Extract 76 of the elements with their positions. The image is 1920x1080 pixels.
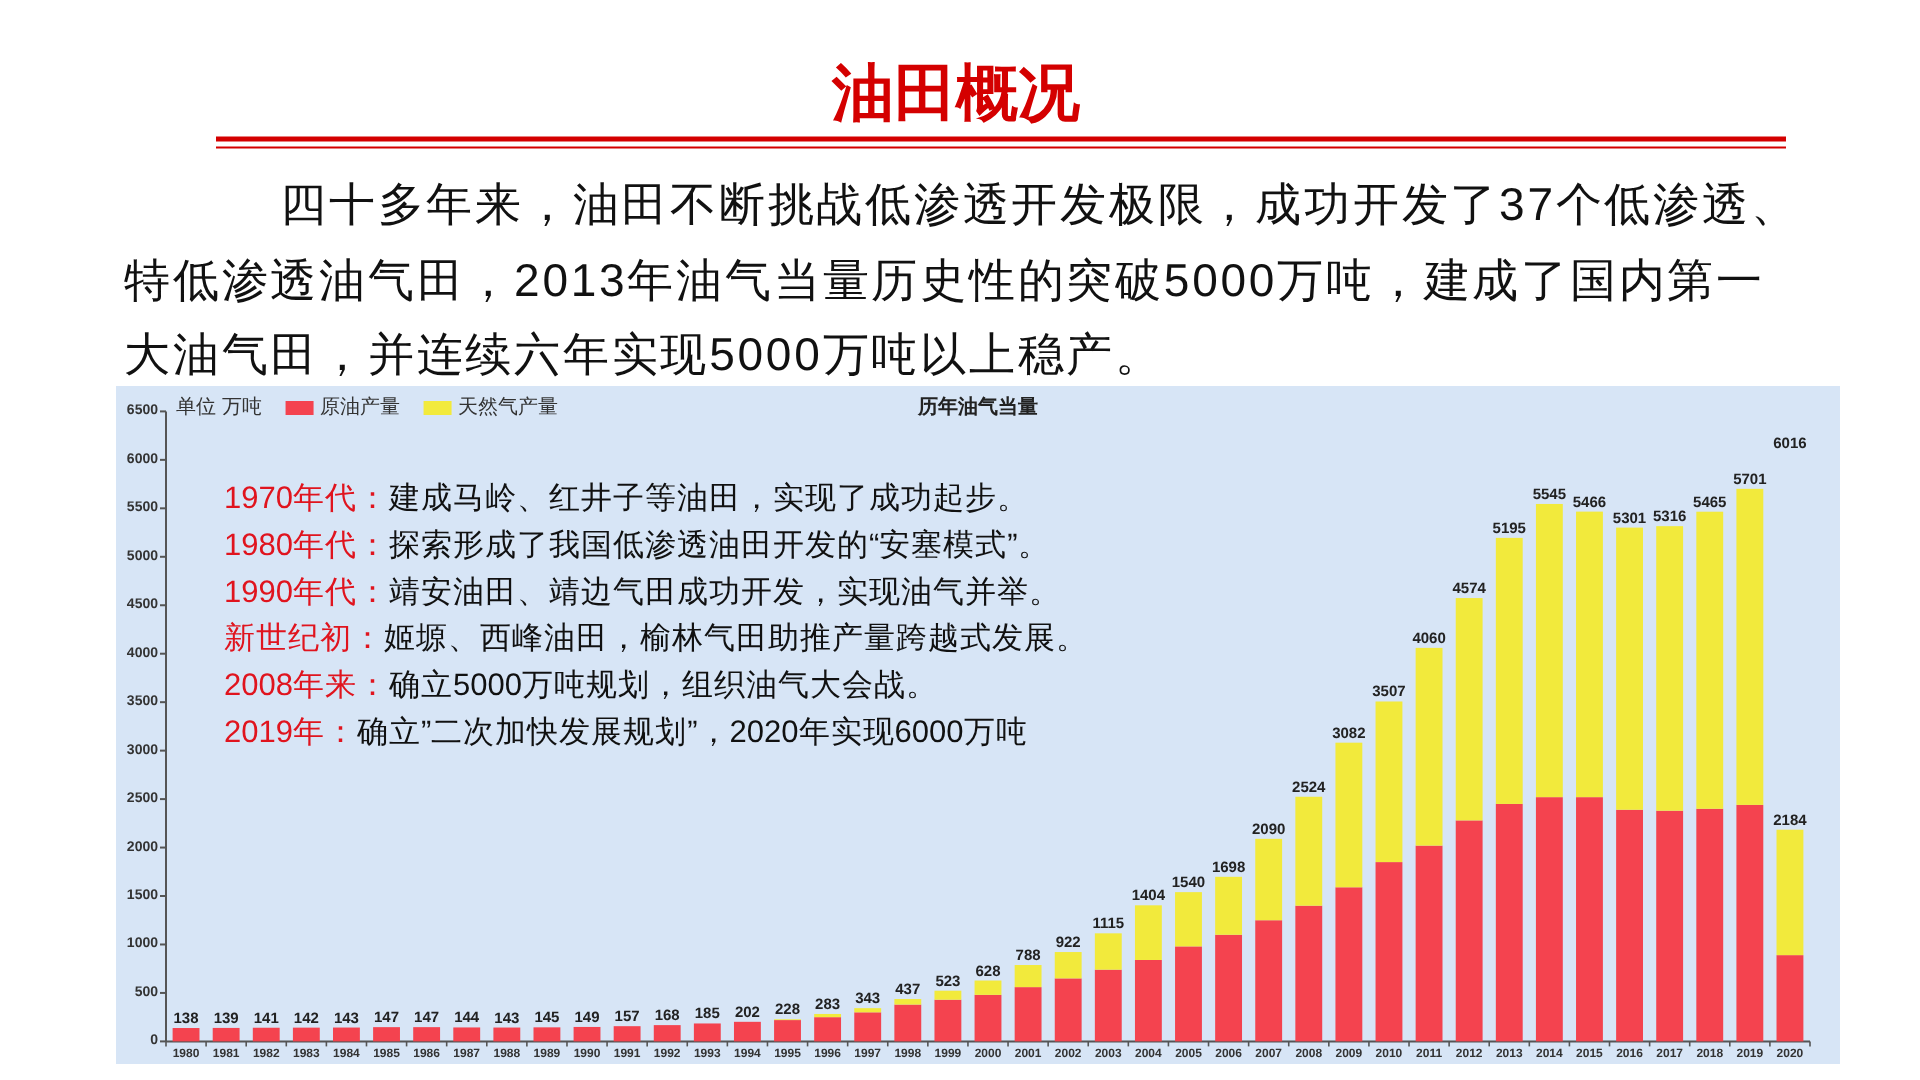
bar — [1054, 952, 1082, 979]
bar — [333, 1027, 360, 1042]
bar — [1335, 887, 1363, 1042]
bar — [493, 1027, 521, 1042]
bar — [1295, 796, 1323, 906]
note: 新世纪初：姬塬、西峰油田，榆林气田助推产量跨越式发展。 — [224, 621, 1088, 656]
legend-label: 天然气产量 — [457, 395, 558, 419]
bar — [172, 1028, 200, 1042]
note: 2019年：确立”二次加快发展规划”，2020年实现6000万吨 — [224, 715, 1028, 749]
ylabel: 单位 万吨 — [176, 397, 262, 419]
bar — [1054, 978, 1082, 1042]
bar — [653, 1025, 681, 1042]
bar — [1375, 862, 1403, 1042]
bar — [693, 1023, 721, 1042]
bar — [1776, 955, 1804, 1042]
bar — [1696, 808, 1724, 1042]
bar — [1656, 810, 1684, 1042]
bar — [1014, 965, 1042, 988]
bar — [1094, 933, 1122, 970]
bar — [1616, 809, 1643, 1042]
bar — [1255, 920, 1283, 1042]
bar — [1455, 820, 1483, 1042]
bar — [1576, 797, 1603, 1042]
bar — [373, 1027, 400, 1042]
bar — [974, 980, 1002, 995]
note: 2008年来：确立5000万吨规划，组织油气大会战。 — [224, 668, 938, 703]
bar — [413, 1027, 441, 1042]
bar — [212, 1027, 240, 1042]
bar — [774, 1020, 801, 1042]
bar — [573, 1026, 601, 1042]
bar — [1134, 959, 1162, 1042]
bar — [1495, 803, 1523, 1042]
bar — [974, 994, 1002, 1042]
bar — [1295, 905, 1323, 1042]
bar — [453, 1027, 481, 1042]
bar — [252, 1027, 280, 1042]
bar — [1616, 527, 1643, 810]
bar — [1375, 701, 1403, 863]
bar — [814, 1017, 842, 1042]
bar — [733, 1021, 761, 1042]
bar — [1576, 511, 1603, 798]
bar — [1455, 598, 1483, 821]
bar — [1776, 829, 1804, 956]
bar — [1175, 946, 1202, 1042]
bar — [1535, 797, 1563, 1042]
bar — [934, 990, 962, 1000]
bar — [1535, 503, 1563, 798]
bar — [1656, 526, 1684, 811]
bar — [1415, 845, 1443, 1042]
bar — [1014, 987, 1042, 1042]
bar — [1094, 969, 1122, 1042]
title: 油田概况 — [832, 58, 1080, 130]
bar — [1696, 511, 1724, 809]
bar — [1215, 876, 1243, 935]
bar — [1215, 934, 1243, 1042]
subtitle: 四十多年来，油田不断挑战低渗透开发极限，成功开发了37个低渗透、特低渗透油气田，2013年油气当量历史性的突破5000万吨，建成了国内第一大油气田，并连续六年实现5000万吨以上稳产。 — [124, 176, 1802, 384]
bar — [1335, 742, 1363, 888]
bar — [1415, 647, 1443, 846]
bar — [894, 999, 922, 1005]
bar — [1175, 892, 1202, 947]
bar — [613, 1026, 641, 1042]
bar — [1255, 838, 1283, 921]
legend-label: 原油产量 — [319, 395, 400, 419]
note: 1980年代：探索形成了我国低渗透油田开发的“安塞模式”。 — [224, 527, 1050, 562]
bar — [854, 1012, 882, 1042]
bar — [1736, 804, 1764, 1042]
bar — [1495, 537, 1523, 804]
bar — [292, 1027, 320, 1042]
bar — [934, 999, 962, 1042]
note: 1970年代：建成马岭、红井子等油田，实现了成功起步。 — [224, 481, 1029, 515]
bar — [533, 1027, 561, 1042]
chart-title: 历年油气当量 — [918, 397, 1038, 419]
bar — [1736, 488, 1764, 805]
bar — [1134, 905, 1162, 960]
bar — [894, 1004, 922, 1042]
note: 1990年代：靖安油田、靖边气田成功开发，实现油气并举。 — [224, 574, 1061, 609]
